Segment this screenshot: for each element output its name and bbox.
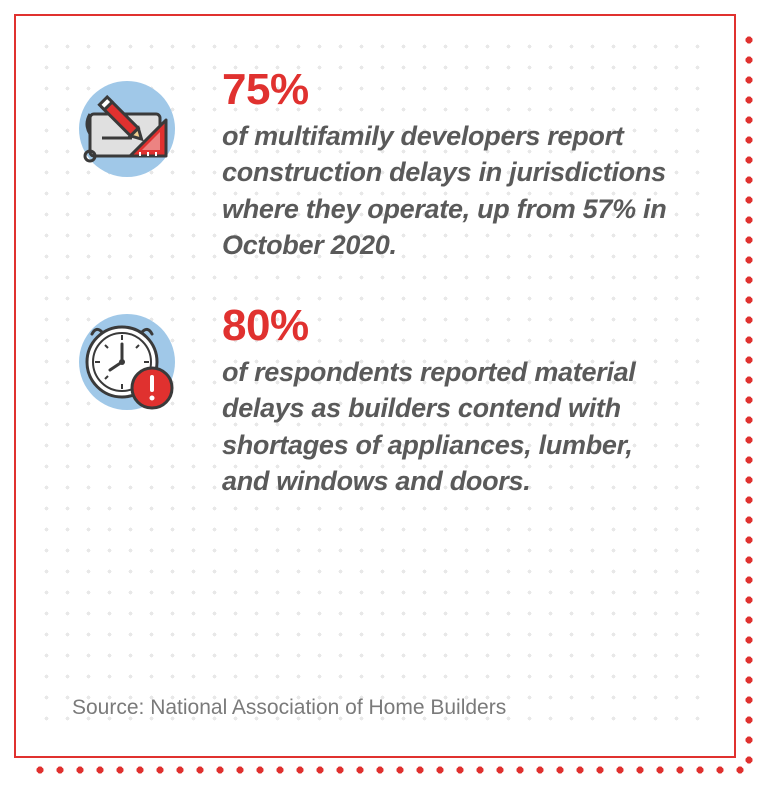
stat-description: of multifamily developers report constru… bbox=[222, 118, 678, 264]
stat-description: of respondents reported material delays … bbox=[222, 354, 678, 500]
dotted-border-bottom bbox=[30, 765, 754, 775]
stat-value: 80% bbox=[222, 304, 678, 348]
dotted-border-right bbox=[744, 30, 754, 775]
stat-value: 75% bbox=[222, 68, 678, 112]
stat-card: 75% of multifamily developers report con… bbox=[14, 14, 736, 758]
infographic-container: 75% of multifamily developers report con… bbox=[14, 14, 754, 775]
stat-row: 80% of respondents reported material del… bbox=[72, 304, 678, 500]
blueprint-icon bbox=[72, 68, 192, 184]
clock-alert-icon bbox=[72, 304, 192, 420]
source-attribution: Source: National Association of Home Bui… bbox=[72, 696, 506, 720]
stat-text-block: 80% of respondents reported material del… bbox=[222, 304, 678, 500]
stat-text-block: 75% of multifamily developers report con… bbox=[222, 68, 678, 264]
stat-row: 75% of multifamily developers report con… bbox=[72, 68, 678, 264]
